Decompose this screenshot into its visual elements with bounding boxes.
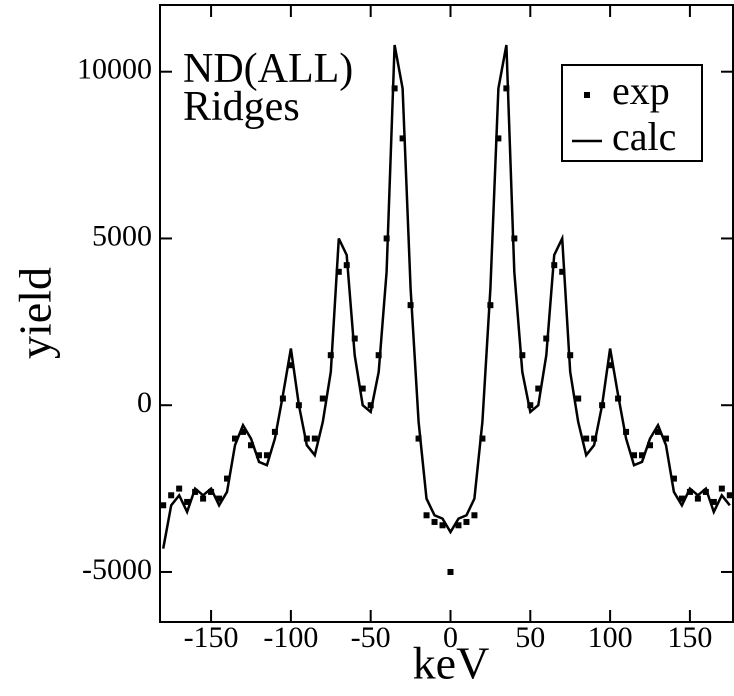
exp-point bbox=[463, 518, 470, 525]
exp-point bbox=[710, 498, 717, 505]
legend-label: exp bbox=[612, 68, 670, 113]
exp-point bbox=[399, 135, 406, 142]
exp-point bbox=[160, 502, 167, 509]
annotation: Ridges bbox=[183, 84, 300, 130]
exp-point bbox=[479, 435, 486, 442]
annotation: ND(ALL) bbox=[183, 46, 353, 92]
x-tick-label: -100 bbox=[263, 621, 318, 654]
exp-point bbox=[359, 385, 366, 392]
x-tick-label: -50 bbox=[351, 621, 391, 654]
exp-point bbox=[559, 268, 566, 275]
exp-point bbox=[423, 512, 430, 519]
exp-point bbox=[247, 442, 254, 449]
x-tick-label: 0 bbox=[443, 621, 458, 654]
exp-point bbox=[447, 568, 454, 575]
exp-point bbox=[519, 352, 526, 359]
exp-point bbox=[200, 495, 207, 502]
exp-point bbox=[726, 492, 733, 499]
exp-point bbox=[431, 518, 438, 525]
exp-point bbox=[662, 435, 669, 442]
exp-point bbox=[263, 452, 270, 459]
plot-area bbox=[160, 44, 733, 575]
x-tick-label: -150 bbox=[184, 621, 239, 654]
y-tick-label: 0 bbox=[137, 386, 152, 419]
legend-label: calc bbox=[612, 114, 676, 159]
exp-point bbox=[224, 475, 231, 482]
exp-point bbox=[631, 452, 638, 459]
exp-point bbox=[184, 498, 191, 505]
y-tick-label: 5000 bbox=[92, 219, 152, 252]
exp-point bbox=[503, 85, 510, 92]
exp-point bbox=[439, 522, 446, 529]
exp-point bbox=[303, 435, 310, 442]
exp-point bbox=[208, 488, 215, 495]
exp-point bbox=[176, 485, 183, 492]
exp-point bbox=[216, 495, 223, 502]
exp-point bbox=[591, 435, 598, 442]
plot-frame bbox=[159, 4, 734, 623]
exp-point bbox=[311, 435, 318, 442]
exp-point bbox=[654, 428, 661, 435]
exp-point bbox=[232, 435, 239, 442]
exp-point bbox=[415, 435, 422, 442]
y-axis-label: yield bbox=[10, 267, 61, 359]
exp-point bbox=[686, 488, 693, 495]
exp-point bbox=[543, 335, 550, 342]
y-tick-label: 10000 bbox=[77, 53, 152, 86]
exp-point bbox=[239, 428, 246, 435]
x-tick-label: 150 bbox=[667, 621, 712, 654]
exp-point bbox=[575, 395, 582, 402]
x-tick-label: 100 bbox=[588, 621, 633, 654]
exp-point bbox=[319, 395, 326, 402]
exp-point bbox=[647, 442, 654, 449]
exp-point bbox=[351, 335, 358, 342]
exp-point bbox=[391, 85, 398, 92]
exp-point bbox=[527, 402, 534, 409]
x-axis-label: keV bbox=[413, 638, 490, 689]
exp-point bbox=[678, 495, 685, 502]
exp-point bbox=[718, 485, 725, 492]
legend-box bbox=[561, 64, 703, 162]
y-tick-label: -5000 bbox=[82, 553, 152, 586]
exp-point bbox=[639, 452, 646, 459]
exp-point bbox=[495, 135, 502, 142]
exp-point bbox=[367, 402, 374, 409]
exp-point bbox=[694, 495, 701, 502]
calc-line bbox=[161, 44, 731, 549]
exp-point bbox=[535, 385, 542, 392]
exp-point bbox=[255, 452, 262, 459]
exp-point bbox=[455, 522, 462, 529]
exp-point bbox=[607, 362, 614, 369]
legend-marker bbox=[584, 92, 590, 98]
exp-point bbox=[471, 512, 478, 519]
exp-point bbox=[168, 492, 175, 499]
exp-point bbox=[670, 475, 677, 482]
exp-point bbox=[335, 268, 342, 275]
exp-point bbox=[287, 362, 294, 369]
exp-point bbox=[583, 435, 590, 442]
x-tick-label: 50 bbox=[515, 621, 545, 654]
exp-point bbox=[375, 352, 382, 359]
